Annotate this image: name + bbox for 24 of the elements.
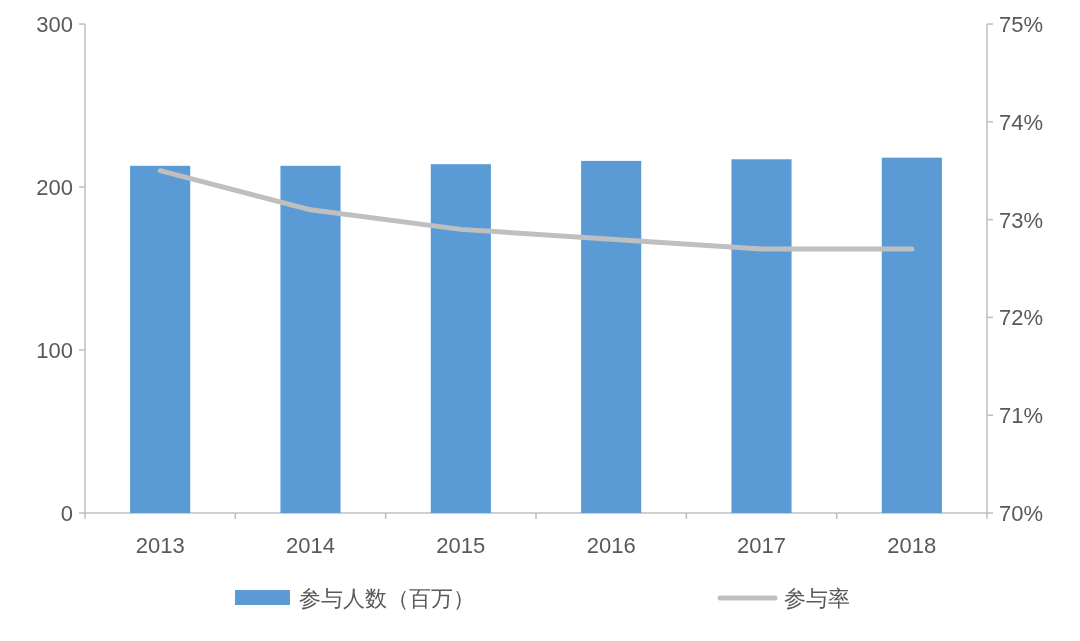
bar <box>280 165 341 513</box>
y2-tick-label: 73% <box>999 207 1044 233</box>
x-tick-label: 2015 <box>436 533 486 558</box>
legend-label: 参与人数（百万） <box>299 586 475 611</box>
x-tick-label: 2017 <box>737 533 786 558</box>
y-tick-label: 0 <box>60 501 73 526</box>
bar <box>430 164 491 513</box>
bar <box>881 157 942 513</box>
legend-label: 参与率 <box>784 586 850 611</box>
y2-tick-label: 72% <box>999 305 1044 331</box>
x-tick-label: 2018 <box>887 533 937 558</box>
y-tick-label: 300 <box>36 12 73 37</box>
y2-tick-label: 74% <box>999 109 1044 135</box>
y-tick-label: 200 <box>36 175 73 200</box>
x-tick-label: 2013 <box>135 533 185 558</box>
bar <box>581 160 642 513</box>
y2-tick-label: 75% <box>999 12 1044 37</box>
y2-tick-label: 71% <box>999 403 1044 429</box>
x-tick-label: 2016 <box>586 533 636 558</box>
bar <box>731 159 792 513</box>
y2-tick-label: 70% <box>999 501 1044 526</box>
y-tick-label: 100 <box>36 338 73 363</box>
x-tick-label: 2014 <box>286 533 335 558</box>
bar <box>130 165 191 513</box>
